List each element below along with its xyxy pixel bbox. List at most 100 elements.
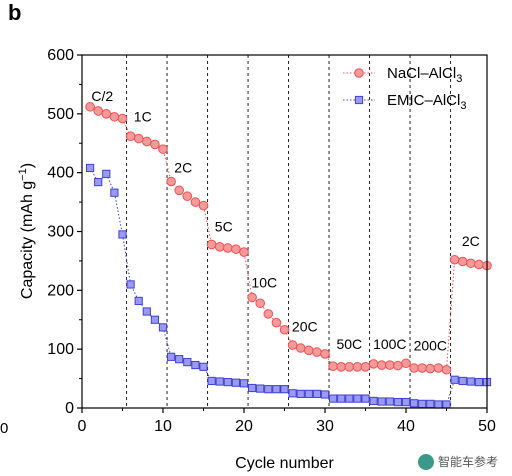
legend-label: EMIC–AlCl3 — [387, 92, 466, 112]
rate-label: 10C — [251, 274, 277, 290]
data-point — [214, 241, 225, 252]
data-point — [393, 360, 403, 371]
data-point — [175, 355, 184, 364]
data-point — [466, 258, 476, 269]
y-tick-label: 0 — [65, 400, 74, 417]
data-point — [166, 176, 176, 187]
data-point — [474, 259, 484, 270]
data-point — [167, 352, 176, 361]
data-point — [93, 106, 103, 116]
data-point — [320, 390, 330, 399]
data-point — [418, 399, 427, 408]
watermark: 智能车参考 — [417, 453, 498, 470]
data-point — [320, 349, 330, 359]
data-point — [264, 385, 273, 394]
data-point — [417, 363, 428, 373]
data-point — [191, 360, 200, 370]
data-point — [433, 363, 444, 373]
data-point — [401, 398, 411, 407]
data-point — [449, 254, 460, 265]
data-point — [248, 383, 257, 393]
data-point — [206, 239, 217, 250]
data-point — [86, 163, 95, 173]
legend: NaCl–AlCl3 EMIC–AlCl3 — [343, 65, 466, 112]
data-point — [109, 111, 120, 122]
data-point — [174, 185, 184, 196]
rate-label: 20C — [292, 319, 318, 335]
data-point — [102, 169, 111, 178]
data-point — [458, 376, 467, 386]
data-point — [231, 244, 241, 254]
data-point — [296, 389, 305, 398]
x-tick-label: 30 — [316, 418, 334, 435]
stray-tick-label: 0 — [0, 420, 9, 437]
data-point — [385, 360, 395, 370]
data-point — [410, 399, 419, 408]
data-point — [434, 400, 443, 409]
rate-label: 50C — [336, 336, 362, 352]
data-point — [263, 309, 274, 319]
data-point — [401, 358, 411, 369]
rate-label: 1C — [134, 108, 152, 124]
rate-labels: C/2 1C 2C 5C 10C 20C 50C 100C 200C 2C — [91, 88, 479, 353]
data-point — [85, 101, 95, 112]
data-point — [312, 389, 321, 398]
data-point — [110, 188, 119, 197]
data-point — [385, 397, 394, 406]
data-point — [295, 343, 306, 353]
data-point — [239, 247, 249, 257]
rate-label: 5C — [215, 219, 233, 235]
data-point — [426, 399, 435, 408]
data-point — [344, 362, 355, 372]
data-point — [368, 359, 379, 369]
data-point — [279, 324, 290, 335]
data-markers — [85, 101, 492, 409]
data-point — [376, 360, 387, 370]
data-point — [199, 362, 208, 371]
data-point — [239, 379, 249, 388]
data-point — [101, 109, 112, 119]
data-point — [94, 177, 103, 187]
data-point — [450, 375, 459, 384]
data-point — [272, 385, 281, 394]
legend-marker — [354, 68, 364, 78]
data-point — [117, 113, 128, 124]
y-tick-label: 100 — [47, 341, 74, 358]
data-point — [255, 298, 266, 309]
data-point — [304, 345, 314, 356]
x-tick-label: 20 — [235, 418, 253, 435]
data-point — [182, 191, 193, 201]
data-point — [442, 400, 451, 409]
data-point — [377, 397, 386, 406]
data-point — [150, 315, 160, 324]
rate-label: 100C — [373, 336, 406, 352]
data-point — [247, 292, 257, 303]
data-point — [369, 396, 378, 406]
data-point — [271, 317, 282, 328]
data-point — [304, 389, 313, 398]
data-point — [207, 376, 216, 386]
data-point — [466, 377, 475, 386]
data-point — [198, 200, 209, 211]
x-tick-label: 0 — [78, 418, 87, 435]
y-tick-label: 500 — [47, 106, 74, 123]
data-point — [142, 307, 151, 316]
data-point — [360, 362, 371, 372]
data-point — [329, 394, 338, 403]
rate-label: 2C — [174, 160, 192, 176]
data-point — [280, 385, 289, 394]
data-point — [256, 384, 265, 393]
data-point — [441, 364, 452, 375]
data-point — [336, 362, 347, 372]
data-point — [125, 131, 136, 141]
rate-label: 200C — [414, 337, 447, 353]
wechat-logo-icon — [417, 453, 434, 470]
y-tick-label: 300 — [47, 224, 74, 241]
data-point — [312, 347, 322, 357]
data-point — [345, 394, 354, 403]
data-point — [393, 398, 402, 407]
data-point — [158, 144, 168, 154]
x-axis-label: Cycle number — [235, 455, 334, 472]
